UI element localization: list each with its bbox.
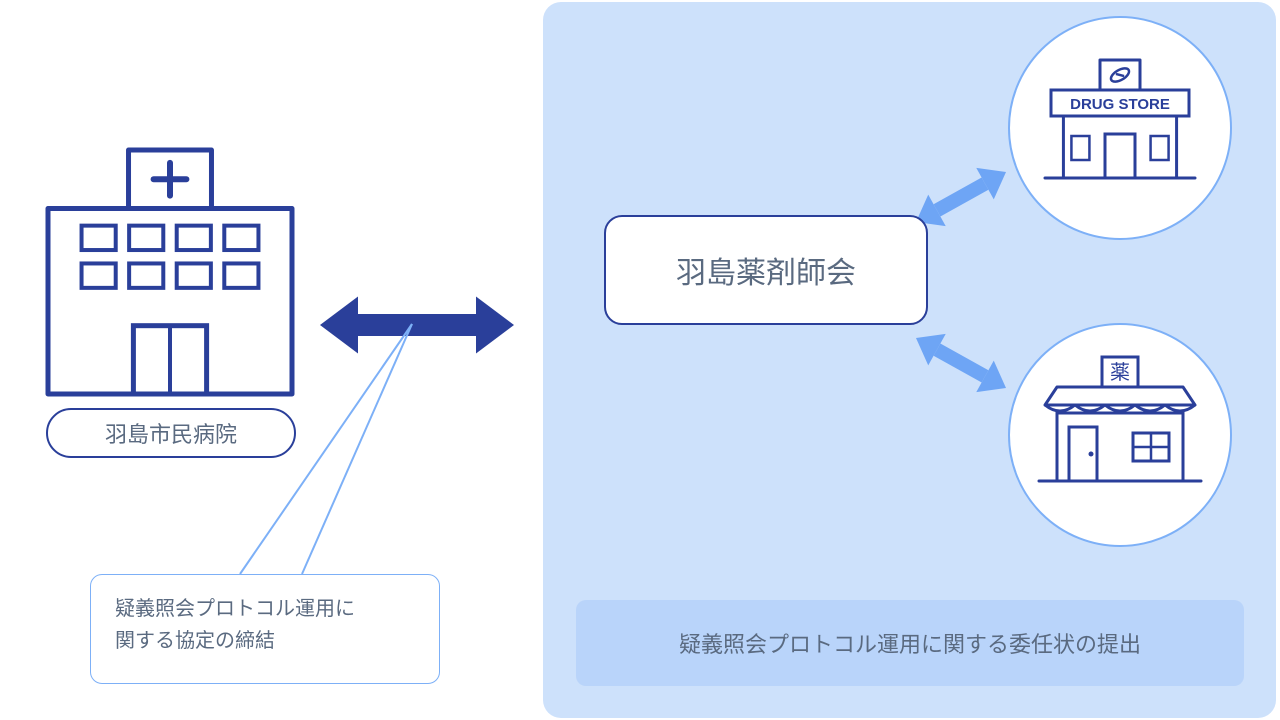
- association-box: 羽島薬剤師会: [604, 215, 928, 325]
- svg-text:DRUG STORE: DRUG STORE: [1070, 96, 1170, 113]
- drugstore-icon: DRUG STORE: [1045, 60, 1195, 178]
- bottom-caption-text: 疑義照会プロトコル運用に関する委任状の提出: [679, 627, 1141, 659]
- callout-line2: 関する協定の締結: [115, 625, 415, 657]
- callout-line1: 疑義照会プロトコル運用に: [115, 593, 415, 625]
- association-label: 羽島薬剤師会: [676, 248, 856, 292]
- arrow-to-pharmacy: [916, 334, 1006, 392]
- pharmacy-icon: 薬: [1039, 357, 1201, 481]
- arrow-to-drugstore: [916, 168, 1006, 226]
- main-arrow: [320, 297, 514, 354]
- hospital-icon: [48, 150, 292, 394]
- svg-text:薬: 薬: [1110, 361, 1130, 384]
- bottom-caption: 疑義照会プロトコル運用に関する委任状の提出: [576, 600, 1244, 686]
- callout-box: 疑義照会プロトコル運用に 関する協定の締結: [90, 574, 440, 684]
- hospital-label: 羽島市民病院: [46, 408, 296, 458]
- hospital-label-text: 羽島市民病院: [105, 417, 237, 449]
